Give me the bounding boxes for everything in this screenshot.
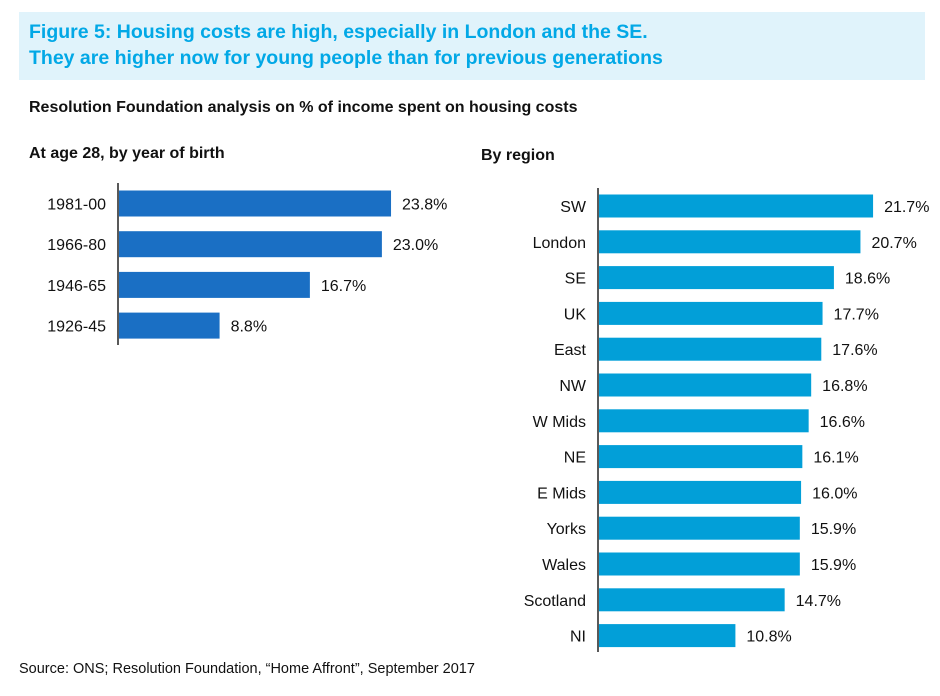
left-value-label: 23.8% bbox=[402, 197, 447, 214]
right-value-label: 15.9% bbox=[811, 557, 856, 574]
right-category-label: E Mids bbox=[537, 485, 586, 502]
right-value-label: 16.8% bbox=[822, 378, 867, 395]
right-bar bbox=[599, 516, 800, 540]
right-bar bbox=[599, 266, 834, 290]
right-category-label: London bbox=[533, 235, 586, 252]
right-value-label: 17.6% bbox=[832, 342, 877, 359]
right-category-label: NE bbox=[564, 450, 586, 467]
figure-title-box: Figure 5: Housing costs are high, especi… bbox=[19, 12, 925, 80]
right-category-label: SW bbox=[560, 199, 587, 216]
left-bar bbox=[119, 231, 382, 258]
right-category-label: Scotland bbox=[524, 593, 586, 610]
right-bar bbox=[599, 230, 861, 254]
right-category-label: Wales bbox=[542, 557, 586, 574]
right-category-label: W Mids bbox=[533, 414, 586, 431]
left-category-label: 1966-80 bbox=[47, 237, 106, 254]
left-category-label: 1926-45 bbox=[47, 319, 106, 336]
figure-subtitle: Resolution Foundation analysis on % of i… bbox=[29, 99, 578, 116]
right-value-label: 17.7% bbox=[834, 306, 879, 323]
left-bar bbox=[119, 312, 220, 339]
left-value-label: 16.7% bbox=[321, 278, 366, 295]
right-value-label: 21.7% bbox=[884, 199, 929, 216]
right-bar bbox=[599, 445, 803, 469]
left-bar bbox=[119, 271, 310, 298]
right-category-label: SE bbox=[565, 271, 586, 288]
right-category-label: Yorks bbox=[547, 521, 586, 538]
right-bar bbox=[599, 588, 785, 612]
right-value-label: 18.6% bbox=[845, 271, 890, 288]
right-chart-title: By region bbox=[481, 147, 555, 164]
right-category-label: NW bbox=[559, 378, 587, 395]
right-value-label: 14.7% bbox=[796, 593, 841, 610]
right-bar bbox=[599, 552, 800, 576]
left-value-label: 23.0% bbox=[393, 237, 438, 254]
right-value-label: 10.8% bbox=[746, 629, 791, 646]
left-category-label: 1981-00 bbox=[47, 197, 106, 214]
right-value-label: 16.1% bbox=[813, 450, 858, 467]
left-category-label: 1946-65 bbox=[47, 278, 106, 295]
right-bar bbox=[599, 337, 822, 361]
right-value-label: 20.7% bbox=[871, 235, 916, 252]
right-category-label: East bbox=[554, 342, 587, 359]
right-bar bbox=[599, 194, 874, 218]
right-bar bbox=[599, 409, 809, 433]
right-category-label: UK bbox=[564, 306, 587, 323]
source-note: Source: ONS; Resolution Foundation, “Hom… bbox=[19, 661, 475, 677]
right-value-label: 16.0% bbox=[812, 485, 857, 502]
left-bar bbox=[119, 190, 392, 217]
right-value-label: 16.6% bbox=[820, 414, 865, 431]
left-chart-title: At age 28, by year of birth bbox=[29, 145, 225, 162]
right-bar bbox=[599, 624, 736, 648]
figure-title-line1: Figure 5: Housing costs are high, especi… bbox=[29, 21, 648, 43]
right-value-label: 15.9% bbox=[811, 521, 856, 538]
left-value-label: 8.8% bbox=[231, 319, 267, 336]
right-bar bbox=[599, 480, 802, 504]
right-bar bbox=[599, 301, 823, 325]
right-category-label: NI bbox=[570, 629, 586, 646]
right-bar bbox=[599, 373, 812, 397]
figure-title-line2: They are higher now for young people tha… bbox=[29, 47, 663, 69]
